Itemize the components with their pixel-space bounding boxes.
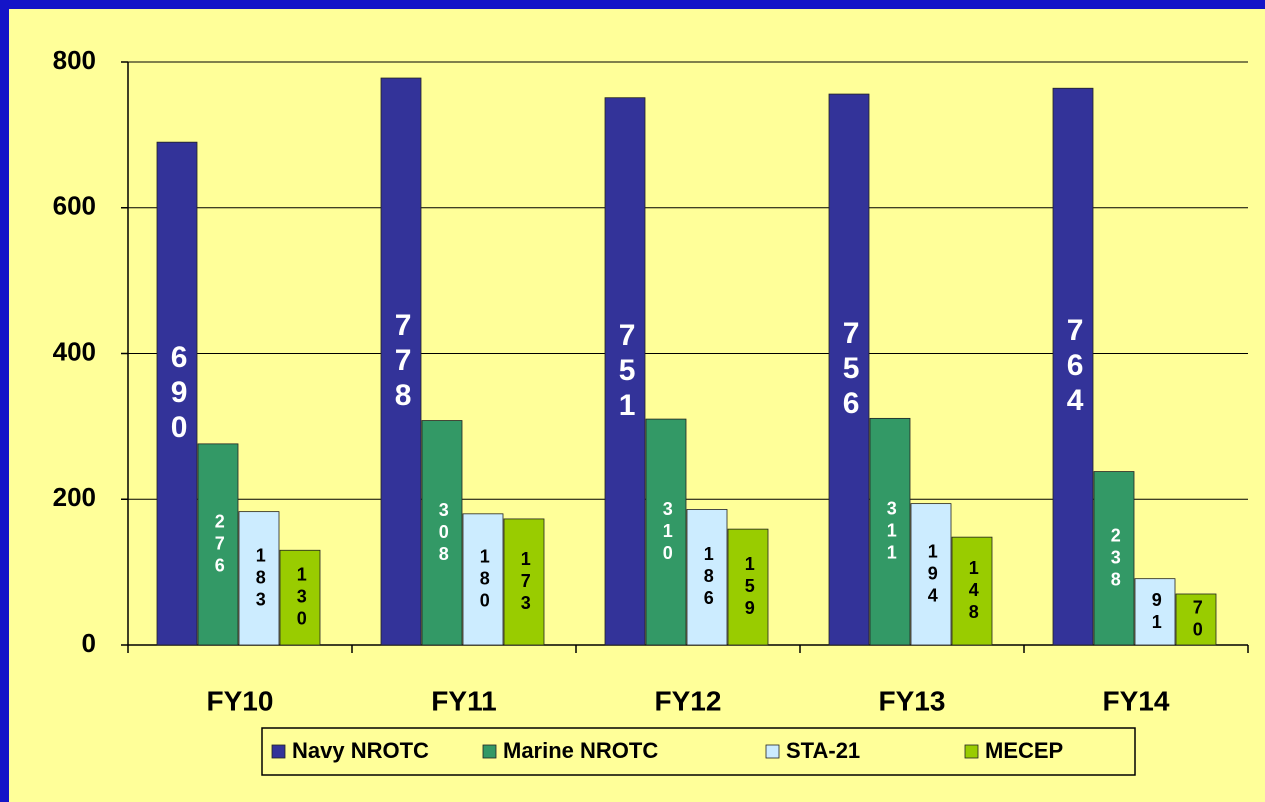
bar — [279, 549, 321, 646]
data-label: 148 — [964, 558, 984, 624]
bar — [1134, 578, 1176, 646]
x-tick-label: FY13 — [879, 685, 946, 716]
data-label: 91 — [1147, 590, 1167, 634]
legend-label: STA-21 — [786, 738, 860, 763]
legend-swatch — [964, 744, 979, 759]
bar — [238, 511, 280, 646]
y-tick-label: 800 — [53, 45, 96, 75]
y-tick-label: 600 — [53, 191, 96, 221]
legend-swatch — [271, 744, 286, 759]
x-tick-label: FY12 — [655, 685, 722, 716]
bar — [686, 509, 728, 646]
data-label: 764 — [1059, 314, 1092, 419]
data-label: 159 — [740, 554, 760, 620]
data-label: 186 — [699, 544, 719, 610]
legend-swatch — [765, 744, 780, 759]
x-tick-label: FY14 — [1103, 685, 1170, 716]
data-label: 194 — [923, 541, 943, 607]
data-label: 690 — [163, 341, 196, 446]
bar — [421, 420, 463, 646]
y-tick-label: 400 — [53, 336, 96, 366]
bar — [727, 528, 769, 646]
legend-swatch — [482, 744, 497, 759]
data-label: 751 — [611, 319, 644, 424]
bar — [645, 418, 687, 646]
bar — [462, 513, 504, 646]
data-label: 276 — [210, 511, 230, 577]
bar — [503, 518, 545, 646]
bar — [1052, 87, 1094, 646]
data-label: 311 — [882, 499, 902, 565]
data-label: 308 — [434, 500, 454, 566]
bar — [951, 536, 993, 646]
bar — [828, 93, 870, 646]
bar — [869, 417, 911, 646]
bar — [197, 443, 239, 646]
data-label: 756 — [835, 317, 868, 422]
y-tick-label: 200 — [53, 482, 96, 512]
bar — [1093, 471, 1135, 646]
x-tick-label: FY10 — [207, 685, 274, 716]
y-tick-label: 0 — [82, 628, 96, 658]
data-label: 180 — [475, 546, 495, 612]
legend-label: MECEP — [985, 738, 1063, 763]
legend-box — [261, 727, 1136, 776]
data-label: 778 — [387, 309, 420, 414]
bar — [910, 503, 952, 646]
bar — [156, 141, 198, 646]
bar — [380, 77, 422, 646]
data-label: 173 — [516, 549, 536, 615]
data-label: 310 — [658, 499, 678, 565]
bar — [604, 97, 646, 646]
data-label: 183 — [251, 545, 271, 611]
bar — [1175, 593, 1217, 646]
data-label: 70 — [1188, 597, 1208, 641]
legend-label: Marine NROTC — [503, 738, 658, 763]
data-label: 130 — [292, 565, 312, 631]
legend-label: Navy NROTC — [292, 738, 429, 763]
x-tick-label: FY11 — [431, 685, 496, 716]
data-label: 238 — [1106, 525, 1126, 591]
